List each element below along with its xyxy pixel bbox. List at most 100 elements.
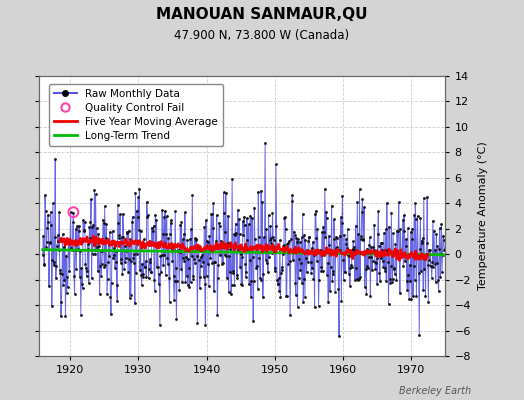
- Point: [321, 234, 330, 240]
- Point: [255, 255, 264, 261]
- Point: [358, 196, 367, 203]
- Point: [64, 236, 73, 243]
- Point: [205, 233, 214, 239]
- Point: [44, 218, 52, 225]
- Point: [396, 289, 404, 296]
- Point: [106, 229, 114, 235]
- Point: [193, 320, 202, 326]
- Point: [48, 303, 56, 309]
- Point: [275, 288, 283, 294]
- Point: [154, 239, 162, 246]
- Point: [158, 207, 166, 214]
- Point: [78, 284, 86, 291]
- Point: [372, 259, 380, 266]
- Point: [110, 251, 118, 258]
- Point: [235, 216, 243, 222]
- Point: [269, 234, 277, 240]
- Point: [310, 252, 318, 259]
- Point: [210, 288, 218, 294]
- Point: [419, 235, 427, 241]
- Point: [43, 225, 51, 232]
- Point: [56, 267, 64, 273]
- Point: [78, 281, 86, 288]
- Point: [174, 246, 183, 253]
- Point: [90, 186, 99, 193]
- Point: [125, 256, 133, 262]
- Point: [323, 272, 331, 278]
- Point: [409, 262, 418, 269]
- Point: [146, 259, 154, 265]
- Point: [42, 239, 51, 245]
- Point: [215, 220, 223, 226]
- Point: [425, 247, 433, 254]
- Point: [190, 235, 199, 241]
- Point: [271, 265, 279, 272]
- Point: [309, 276, 318, 282]
- Point: [349, 238, 357, 244]
- Point: [306, 248, 314, 254]
- Point: [172, 264, 180, 271]
- Point: [69, 219, 77, 225]
- Point: [259, 294, 267, 300]
- Point: [245, 281, 254, 287]
- Point: [253, 246, 261, 253]
- Point: [157, 269, 165, 276]
- Point: [164, 235, 172, 242]
- Point: [348, 247, 356, 253]
- Point: [403, 225, 412, 231]
- Point: [412, 216, 420, 222]
- Point: [432, 230, 441, 237]
- Point: [169, 273, 178, 280]
- Point: [123, 230, 132, 236]
- Point: [92, 246, 101, 253]
- Point: [98, 248, 106, 255]
- Point: [324, 299, 332, 306]
- Point: [106, 294, 115, 300]
- Point: [83, 268, 91, 274]
- Point: [437, 221, 445, 228]
- Point: [264, 269, 272, 275]
- Point: [279, 250, 287, 257]
- Point: [149, 222, 158, 229]
- Point: [107, 310, 115, 317]
- Point: [352, 265, 361, 272]
- Point: [102, 234, 110, 241]
- Point: [168, 246, 176, 252]
- Point: [363, 245, 371, 252]
- Point: [310, 304, 319, 311]
- Point: [266, 237, 274, 243]
- Point: [293, 304, 302, 311]
- Point: [422, 251, 430, 258]
- Point: [308, 245, 316, 251]
- Point: [181, 209, 189, 216]
- Point: [123, 228, 131, 235]
- Point: [208, 211, 216, 217]
- Point: [159, 262, 168, 268]
- Point: [143, 214, 151, 220]
- Point: [128, 218, 136, 225]
- Point: [267, 234, 275, 241]
- Point: [101, 203, 109, 210]
- Point: [233, 274, 242, 281]
- Point: [387, 210, 396, 216]
- Point: [426, 247, 434, 254]
- Point: [57, 299, 66, 305]
- Point: [341, 269, 350, 275]
- Point: [395, 250, 403, 257]
- Point: [159, 231, 167, 237]
- Point: [183, 236, 191, 243]
- Point: [329, 268, 337, 274]
- Point: [381, 268, 389, 274]
- Point: [52, 263, 61, 269]
- Point: [139, 271, 148, 278]
- Point: [373, 255, 381, 262]
- Point: [216, 252, 224, 258]
- Point: [364, 253, 373, 260]
- Point: [320, 252, 329, 258]
- Point: [40, 261, 48, 268]
- Point: [312, 208, 320, 214]
- Point: [66, 268, 74, 274]
- Point: [415, 332, 423, 338]
- Point: [362, 291, 370, 297]
- Point: [441, 246, 449, 252]
